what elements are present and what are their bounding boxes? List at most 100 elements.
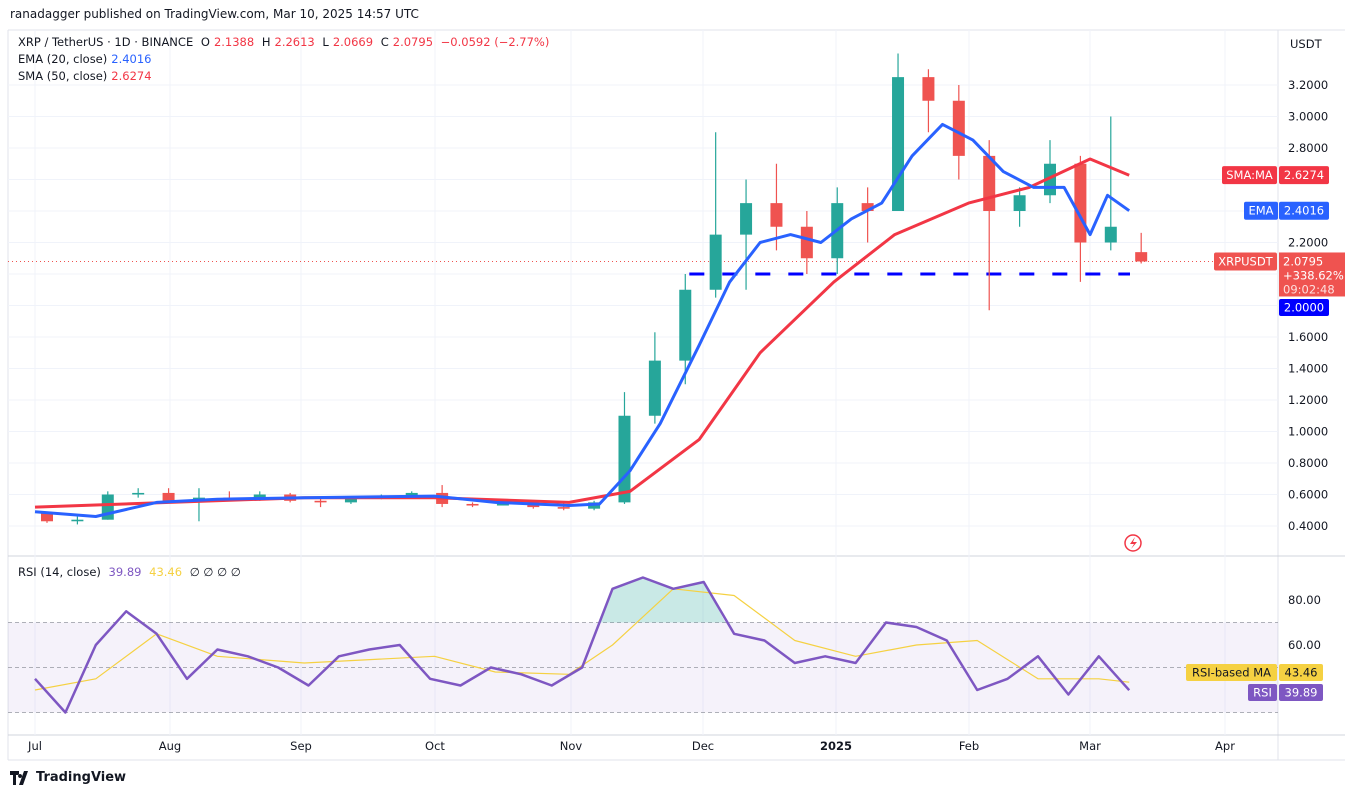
last-price-tag-line: 09:02:48 (1283, 282, 1335, 296)
rsi-extra: ∅ ∅ ∅ ∅ (189, 565, 241, 579)
candle-body (71, 519, 84, 522)
lightning-icon (1124, 534, 1142, 552)
time-tick-label: Feb (959, 739, 979, 753)
rsi-ma-axis-value: 43.46 (1279, 664, 1323, 681)
candle (466, 502, 479, 508)
rsi-axis-label-text: RSI (1253, 686, 1272, 700)
time-tick-label: Aug (159, 739, 181, 753)
candle-body (1104, 226, 1117, 243)
time-tick-label: Nov (560, 739, 583, 753)
lightning-icon-bolt (1130, 537, 1137, 549)
candle-body (892, 77, 905, 211)
symbol-axis-label-bg (1214, 252, 1277, 271)
candle-body (709, 234, 722, 290)
candle-body (922, 77, 935, 101)
tradingview-logo[interactable]: TradingView (10, 770, 126, 785)
rsi-ma-axis-value-bg (1279, 664, 1323, 681)
candle-body (618, 415, 631, 503)
candle (922, 69, 935, 133)
open-value: 2.1388 (213, 35, 255, 49)
candle-body (861, 203, 874, 211)
candle-body (405, 492, 418, 497)
ema-value: 2.4016 (111, 52, 152, 66)
candle (892, 53, 905, 211)
sma-axis-value-bg (1279, 166, 1329, 185)
candle-body (253, 494, 266, 500)
rsi-axis-label-bg (1248, 684, 1277, 701)
rsi-ma-axis-label: RSI-based MA (1186, 664, 1277, 681)
close-value: 2.0795 (392, 35, 434, 49)
close-label: C (380, 35, 389, 49)
time-tick-label: Sep (290, 739, 312, 753)
tradingview-logo-icon (10, 770, 28, 785)
sma-axis-label: SMA:MA (1222, 166, 1277, 185)
rsi-axis-value-text: 39.89 (1285, 686, 1318, 700)
sma-legend[interactable]: SMA (50, close) 2.6274 (18, 69, 156, 83)
price-tick-label: 2.8000 (1288, 141, 1328, 155)
high-value: 2.2613 (274, 35, 315, 49)
sma-axis-value-text: 2.6274 (1284, 168, 1324, 182)
time-tick-label: Mar (1079, 739, 1101, 753)
rsi-ma-value: 43.46 (149, 565, 183, 579)
time-tick-label: Dec (692, 739, 714, 753)
rsi-value: 39.89 (108, 565, 142, 579)
rsi-axis-label: RSI (1248, 684, 1277, 701)
candle-body (162, 492, 175, 501)
ema-legend[interactable]: EMA (20, close) 2.4016 (18, 52, 156, 66)
ema-axis-value: 2.4016 (1279, 201, 1329, 220)
low-label: L (322, 35, 329, 49)
tradingview-brand: TradingView (36, 770, 127, 785)
support-axis-value-text: 2.0000 (1284, 301, 1324, 315)
price-tick-label: 3.0000 (1288, 110, 1328, 124)
candle-body (132, 492, 145, 495)
candle (1104, 116, 1117, 251)
price-tick-label: 1.4000 (1288, 362, 1328, 376)
price-tick-label: 1.2000 (1288, 393, 1328, 407)
low-group: L 2.0669 (322, 35, 373, 49)
open-label: O (200, 35, 210, 49)
candle-body (679, 289, 692, 361)
currency-label: USDT (1290, 37, 1323, 51)
rsi-label: RSI (14, close) (18, 565, 101, 579)
change-value: −0.0592 (−2.77%) (440, 35, 550, 49)
candle-body (1135, 252, 1148, 262)
time-tick-label: 2025 (820, 739, 852, 753)
candle (800, 211, 813, 274)
candle-body (983, 155, 996, 211)
time-tick-label: Jul (27, 739, 42, 753)
candle-body (557, 507, 570, 509)
candle-body (648, 360, 661, 416)
ema-20-line (34, 122, 1131, 518)
rsi-ma-line (34, 588, 1130, 691)
rsi-overbought-fill (599, 577, 726, 623)
high-label: H (261, 35, 271, 49)
candle (1044, 140, 1057, 204)
symbol-axis-label: XRPUSDT (1214, 252, 1277, 271)
ema-axis-label-text: EMA (1248, 204, 1273, 218)
price-tick-label: 1.6000 (1288, 330, 1328, 344)
candle (679, 274, 692, 385)
candle (132, 488, 145, 498)
ema-label: EMA (20, close) (18, 52, 108, 66)
low-value: 2.0669 (332, 35, 374, 49)
price-tick-label: 2.2000 (1288, 236, 1328, 250)
last-price-tag-line: +338.62% (1283, 268, 1344, 282)
candle-body (41, 513, 53, 522)
rsi-legend[interactable]: RSI (14, close) 39.89 43.46 ∅ ∅ ∅ ∅ (18, 565, 245, 579)
candle-body (1074, 163, 1087, 243)
open-group: O 2.1388 (201, 35, 254, 49)
close-group: C 2.0795 (381, 35, 433, 49)
candle (192, 488, 205, 522)
candle-body (1013, 195, 1026, 211)
rsi-ma-axis-value-text: 43.46 (1285, 666, 1318, 680)
rsi-line (34, 576, 1131, 714)
last-price-tag-bg (1279, 252, 1345, 297)
support-axis-value: 2.0000 (1279, 299, 1329, 316)
price-tick-label: 0.8000 (1288, 456, 1328, 470)
support-axis-value-bg (1279, 299, 1329, 316)
published-caption: ranadagger published on TradingView.com,… (10, 7, 419, 21)
rsi-tick-label: 60.00 (1288, 638, 1321, 652)
candle (618, 392, 631, 504)
